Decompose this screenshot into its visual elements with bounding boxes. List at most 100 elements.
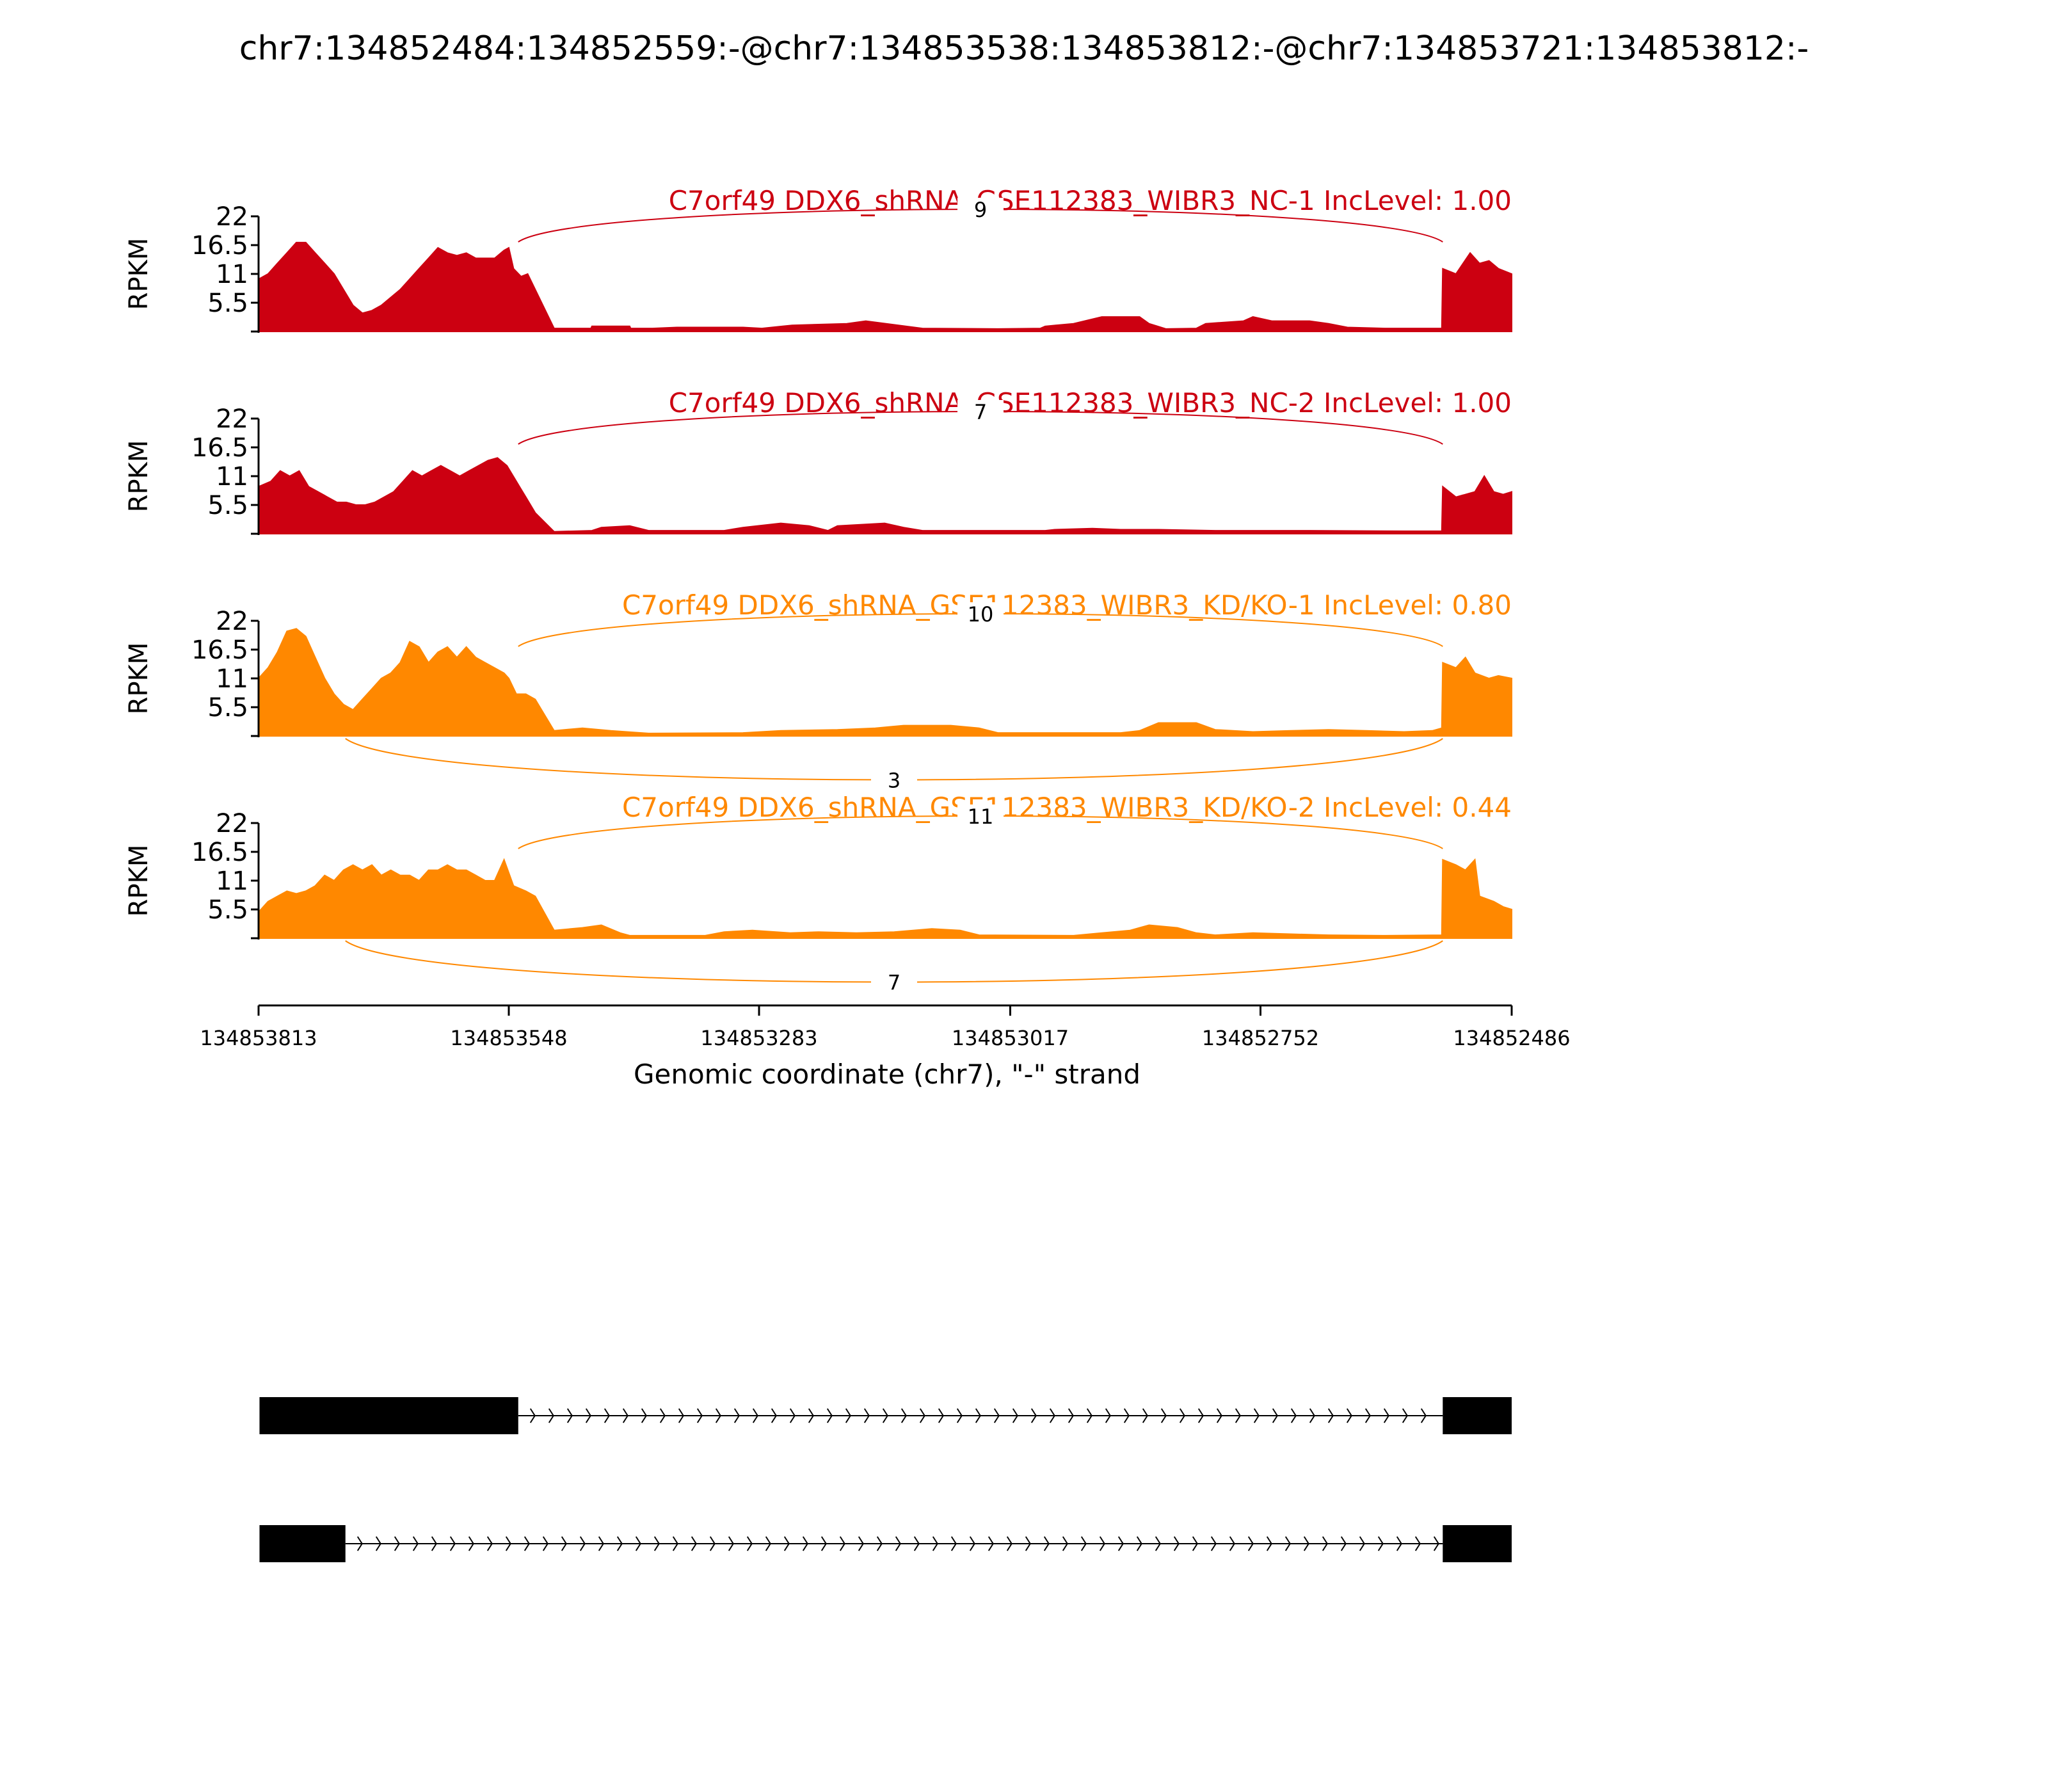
strand-chevron (394, 1536, 400, 1551)
x-tick-label: 134852486 (1453, 1026, 1570, 1050)
strand-chevron (548, 1408, 554, 1423)
y-tick-label: 16.5 (191, 636, 248, 665)
strand-chevron (622, 1408, 628, 1423)
strand-chevron (566, 1408, 573, 1423)
junction-label-bg (957, 198, 1004, 218)
strand-chevron (1062, 1536, 1068, 1551)
strand-chevron (950, 1536, 957, 1551)
strand-chevron (919, 1408, 925, 1423)
strand-chevron (863, 1408, 870, 1423)
strand-chevron (969, 1536, 975, 1551)
strand-chevron (1012, 1408, 1018, 1423)
strand-chevron (1340, 1536, 1347, 1551)
strand-chevron (1179, 1408, 1185, 1423)
strand-chevron (1229, 1536, 1235, 1551)
strand-chevron (988, 1536, 994, 1551)
strand-chevron (505, 1536, 511, 1551)
strand-chevron (1160, 1408, 1167, 1423)
y-tick-label: 16.5 (191, 838, 248, 867)
x-tick-label: 134853548 (450, 1026, 567, 1050)
isoform-1 (259, 1397, 1512, 1434)
figure-title: chr7:134852484:134852559:-@chr7:13485353… (239, 29, 1809, 68)
strand-chevron (598, 1536, 604, 1551)
strand-chevron (1309, 1408, 1315, 1423)
junction-count: 3 (888, 769, 900, 793)
strand-chevron (808, 1408, 814, 1423)
strand-chevron (913, 1536, 920, 1551)
junction-count: 9 (974, 198, 987, 222)
strand-chevron (1327, 1408, 1334, 1423)
strand-chevron (993, 1408, 1000, 1423)
strand-chevron (696, 1408, 703, 1423)
strand-chevron (604, 1408, 610, 1423)
strand-chevron (635, 1536, 641, 1551)
strand-chevron (1402, 1408, 1408, 1423)
coverage-area (258, 457, 1512, 534)
exon-block (259, 1525, 346, 1562)
x-axis-label: Genomic coordinate (chr7), "-" strand (634, 1059, 1140, 1090)
x-tick-label: 134853813 (200, 1026, 317, 1050)
y-tick-label: 16.5 (191, 433, 248, 463)
strand-chevron (858, 1536, 864, 1551)
y-tick-label: 11 (216, 867, 248, 896)
strand-chevron (1377, 1536, 1384, 1551)
strand-chevron (1210, 1536, 1217, 1551)
strand-chevron (789, 1408, 796, 1423)
strand-chevron (468, 1536, 474, 1551)
y-axis-label: RPKM (124, 440, 154, 513)
y-axis-label: RPKM (124, 845, 154, 917)
coverage-area (258, 241, 1512, 332)
track-title: C7orf49 DDX6_shRNA_GSE112383_WIBR3_KD/KO… (622, 589, 1512, 621)
strand-chevron (802, 1536, 808, 1551)
strand-chevron (1235, 1408, 1241, 1423)
strand-chevron (659, 1408, 666, 1423)
exon-block (1443, 1397, 1512, 1434)
isoform-models (259, 1397, 1512, 1562)
strand-chevron (900, 1408, 907, 1423)
strand-chevron (641, 1408, 647, 1423)
x-tick-label: 134853017 (952, 1026, 1069, 1050)
strand-chevron (561, 1536, 567, 1551)
strand-chevron (1068, 1408, 1074, 1423)
strand-chevron (752, 1408, 758, 1423)
strand-chevron (1290, 1408, 1297, 1423)
strand-chevron (524, 1536, 530, 1551)
junction-label-bg (957, 400, 1004, 420)
x-axis: 134853813 134853548 134853283 134853017 1348… (200, 1004, 1571, 1050)
strand-chevron (771, 1408, 777, 1423)
strand-chevron (1303, 1536, 1309, 1551)
strand-chevron (895, 1536, 901, 1551)
strand-chevron (1247, 1536, 1254, 1551)
y-tick-label: 11 (216, 260, 248, 289)
strand-chevron (1080, 1536, 1087, 1551)
strand-chevron (678, 1408, 684, 1423)
strand-chevron (1433, 1536, 1439, 1551)
strand-chevron (765, 1536, 771, 1551)
strand-chevron (733, 1408, 740, 1423)
strand-chevron (820, 1536, 827, 1551)
strand-chevron (746, 1536, 753, 1551)
y-tick-label: 22 (216, 404, 248, 434)
strand-chevron (826, 1408, 833, 1423)
strand-chevron (1396, 1536, 1402, 1551)
exon-block (1443, 1525, 1512, 1562)
y-tick-label: 5.5 (207, 491, 248, 520)
strand-chevron (691, 1536, 697, 1551)
junction-label-bg (871, 768, 918, 789)
strand-chevron (975, 1408, 981, 1423)
strand-chevron (938, 1408, 944, 1423)
isoform-2 (259, 1525, 1512, 1562)
strand-chevron (653, 1536, 660, 1551)
y-tick-label: 11 (216, 664, 248, 694)
strand-chevron (1414, 1536, 1421, 1551)
strand-chevron (1006, 1536, 1012, 1551)
strand-chevron (728, 1536, 734, 1551)
strand-chevron (1105, 1408, 1111, 1423)
strand-chevron (486, 1536, 493, 1551)
y-tick-label: 16.5 (191, 231, 248, 260)
y-tick-label: 11 (216, 462, 248, 492)
y-tick-label: 22 (216, 607, 248, 636)
strand-chevron (585, 1408, 591, 1423)
